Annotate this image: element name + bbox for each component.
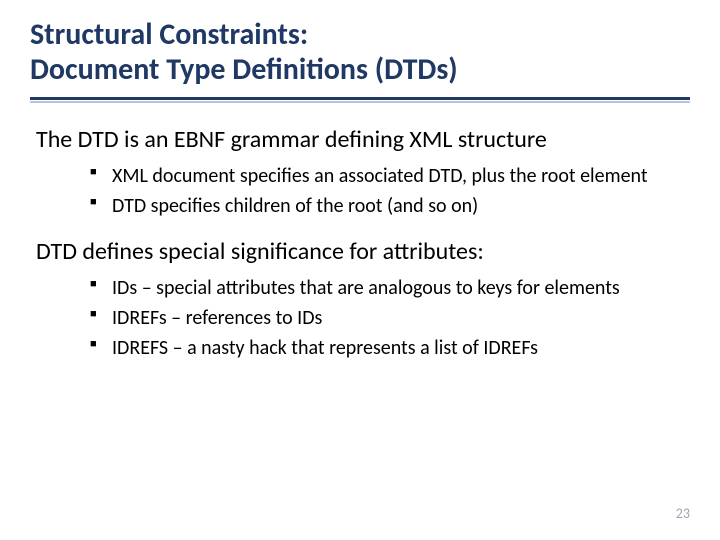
slide-title: Structural Constraints: Document Type De… <box>30 18 690 87</box>
list-item: IDREFS – a nasty hack that represents a … <box>90 335 690 361</box>
title-line-2: Document Type Definitions (DTDs) <box>30 51 458 88</box>
rule-light <box>30 101 690 103</box>
list-item: IDs – special attributes that are analog… <box>90 275 690 301</box>
slide: Structural Constraints: Document Type De… <box>0 0 720 540</box>
section-1-bullets: XML document specifies an associated DTD… <box>30 163 690 219</box>
list-item: DTD specifies children of the root (and … <box>90 193 690 219</box>
title-line-1: Structural Constraints: <box>30 16 308 53</box>
section-2-heading: DTD defines special significance for att… <box>30 237 690 267</box>
list-item: IDREFs – references to IDs <box>90 305 690 331</box>
page-number: 23 <box>676 505 690 522</box>
list-item: XML document specifies an associated DTD… <box>90 163 690 189</box>
section-2-bullets: IDs – special attributes that are analog… <box>30 275 690 361</box>
rule-dark <box>30 97 690 100</box>
title-underline <box>30 97 690 103</box>
section-1-heading: The DTD is an EBNF grammar defining XML … <box>30 125 690 155</box>
